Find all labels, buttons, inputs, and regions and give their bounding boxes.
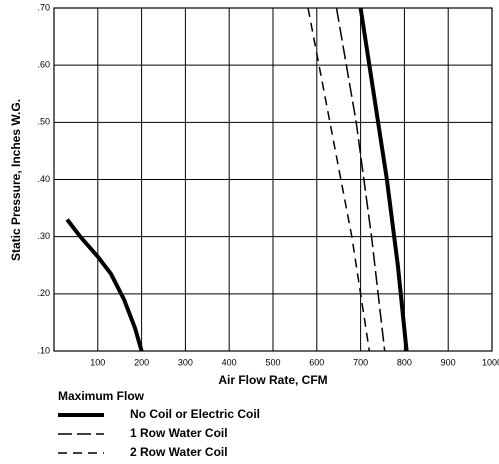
series-line	[65, 218, 144, 352]
x-tick-label: 100	[90, 357, 105, 367]
x-tick-label: 300	[178, 357, 193, 367]
series-line	[307, 7, 371, 352]
legend-label: 2 Row Water Coil	[130, 445, 228, 459]
y-tick-label: .50	[37, 117, 50, 127]
y-axis-label: Static Pressure, Inches W.G.	[9, 99, 23, 261]
x-tick-label: 900	[441, 357, 456, 367]
x-tick-label: 500	[265, 357, 280, 367]
x-tick-label: 800	[397, 357, 412, 367]
legend-label: No Coil or Electric Coil	[130, 407, 260, 421]
series-line	[358, 7, 409, 352]
x-tick-label: 700	[353, 357, 368, 367]
x-tick-label: 1000	[482, 357, 499, 367]
series-line	[335, 7, 386, 352]
y-tick-label: .10	[37, 345, 50, 355]
x-tick-label: 600	[309, 357, 324, 367]
y-tick-label: .30	[37, 231, 50, 241]
x-axis-label: Air Flow Rate, CFM	[218, 373, 327, 387]
y-tick-label: .70	[37, 2, 50, 12]
legend-label: 1 Row Water Coil	[130, 426, 228, 440]
legend-title: Maximum Flow	[58, 389, 145, 403]
x-tick-label: 200	[134, 357, 149, 367]
x-tick-label: 400	[222, 357, 237, 367]
y-tick-label: .60	[37, 60, 50, 70]
y-tick-label: .20	[37, 288, 50, 298]
y-tick-label: .40	[37, 174, 50, 184]
